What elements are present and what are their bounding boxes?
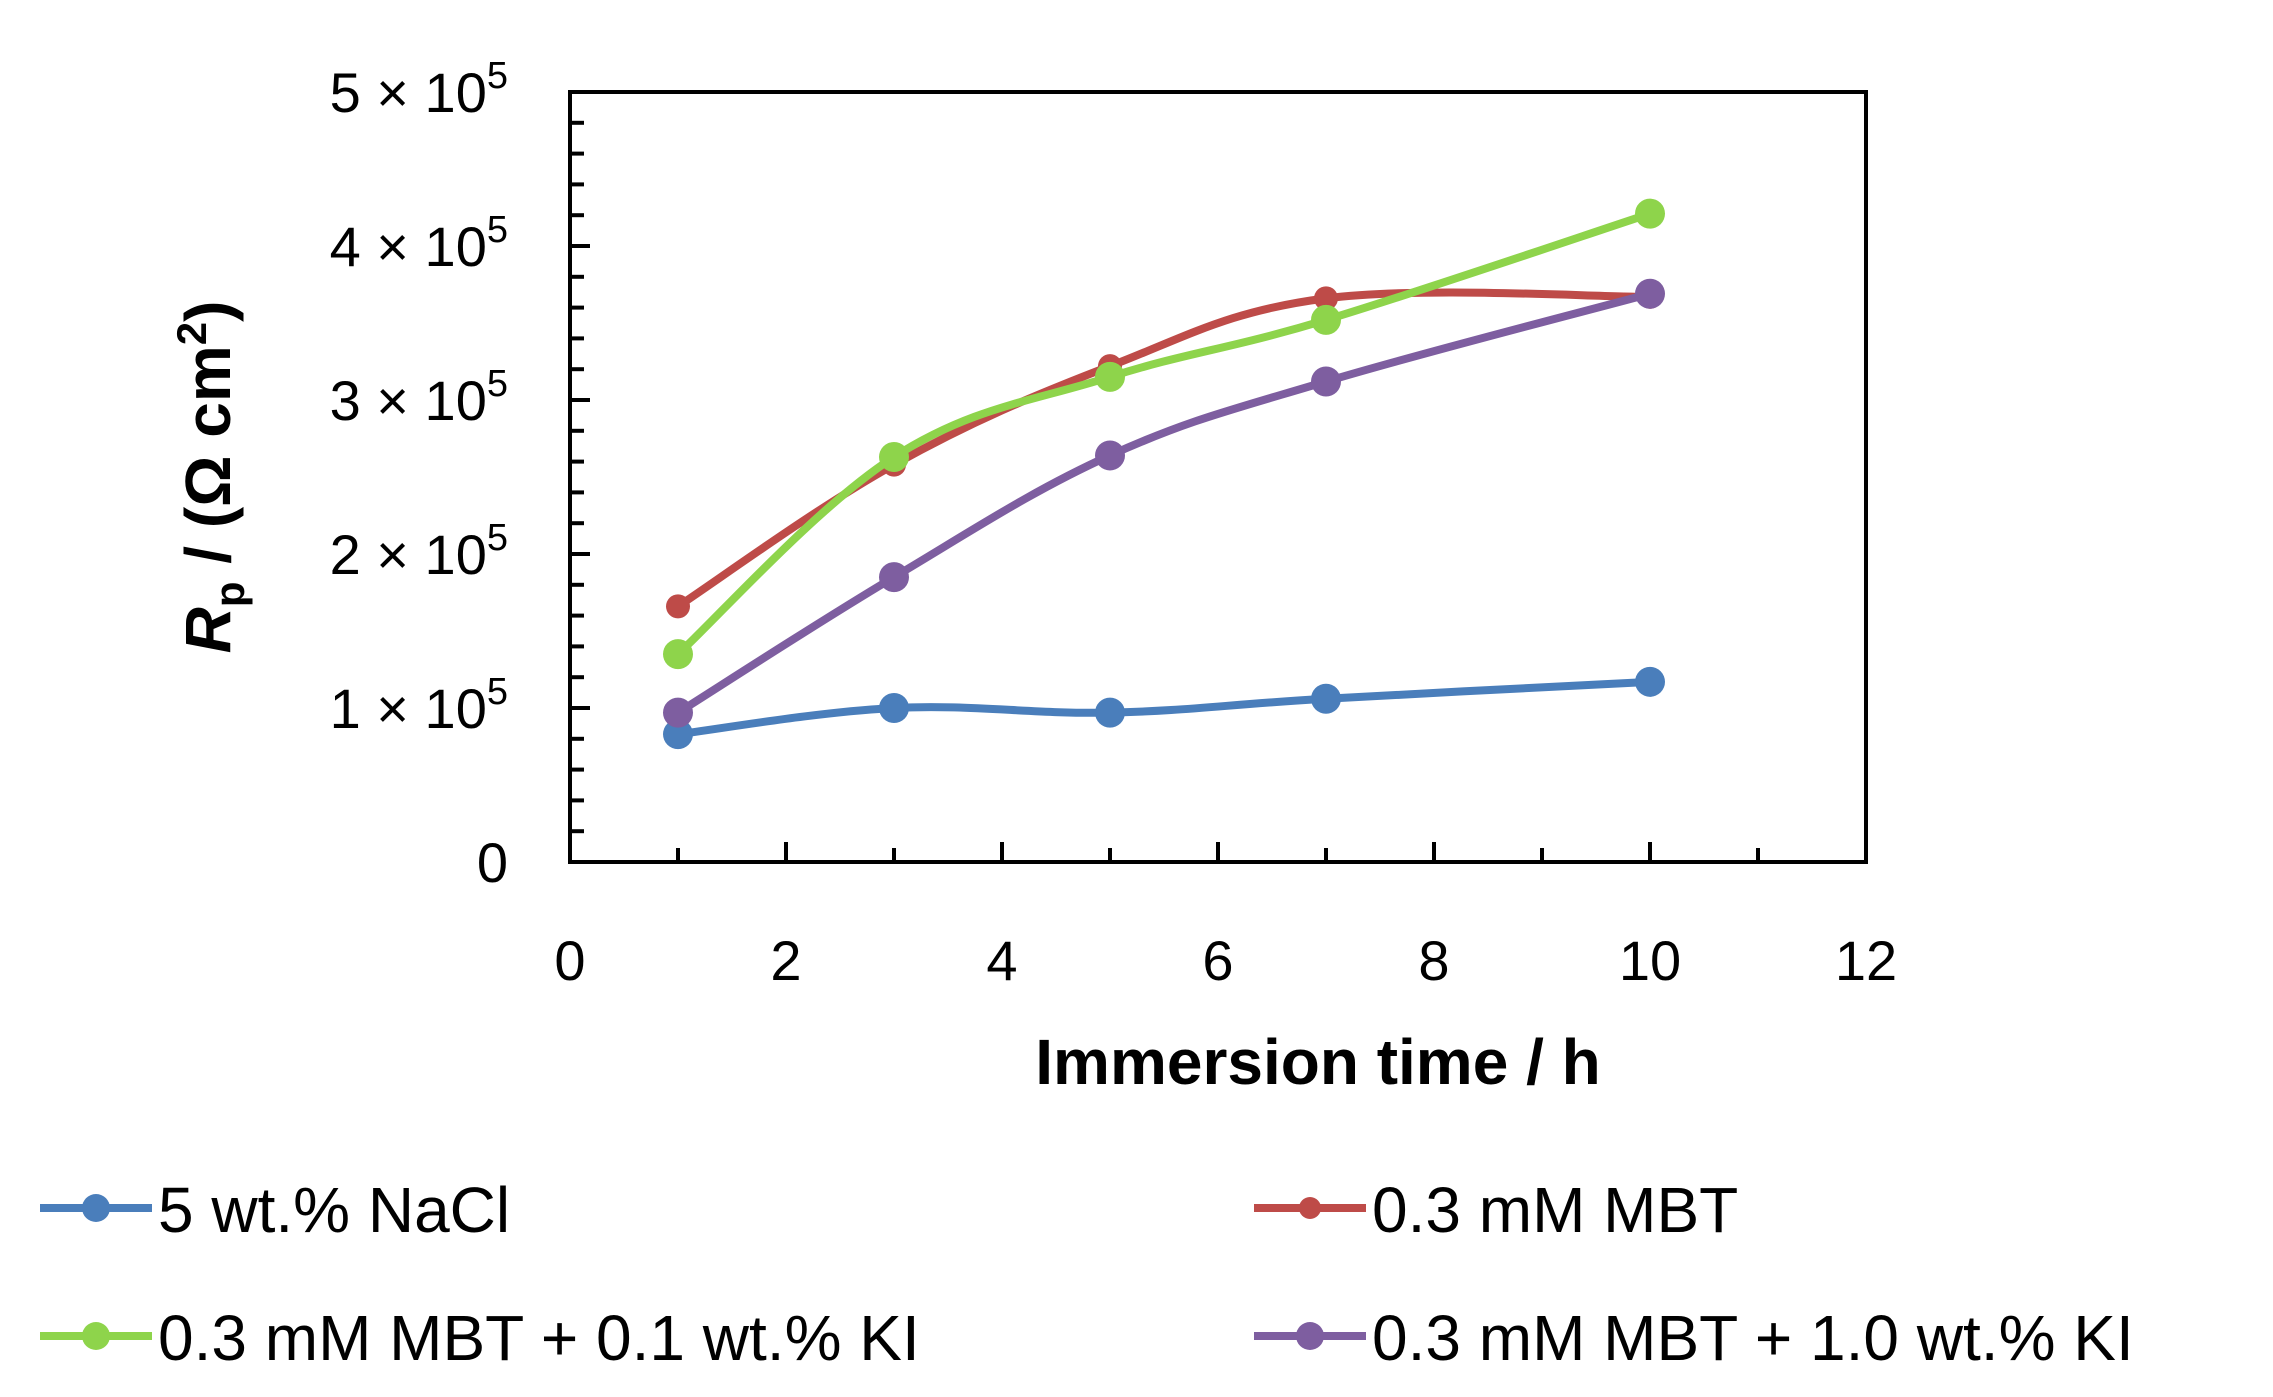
series-1-point	[879, 693, 909, 723]
series-2-point	[1314, 286, 1338, 311]
y-tick-label-exponent: 5	[487, 209, 508, 251]
series-1-point	[1311, 683, 1341, 714]
x-tick-label: 0	[554, 929, 585, 992]
legend-label-3: 0.3 mM MBT + 0.1 wt.% KI	[158, 1302, 920, 1374]
y-axis-title-sub: p	[206, 582, 253, 608]
plot-area	[568, 90, 1868, 864]
legend-marker-3	[82, 1322, 110, 1350]
y-axis-title: Rp / (Ω cm2)	[168, 301, 253, 654]
x-tick-label: 10	[1619, 929, 1681, 992]
x-tick-label: 2	[770, 929, 801, 992]
y-tick-label: 2 × 105	[330, 517, 508, 586]
series-1-point	[1095, 697, 1125, 728]
series-3-point	[1311, 304, 1341, 335]
y-tick-label-mantissa: 1 × 10	[330, 677, 487, 740]
y-tick-label-mantissa: 3 × 10	[330, 369, 487, 432]
series-3-point	[879, 441, 909, 472]
y-tick-label-exponent: 5	[487, 671, 508, 713]
series-1-point	[1635, 666, 1665, 697]
y-axis-title-var: R	[172, 607, 244, 653]
x-tick-label: 6	[1202, 929, 1233, 992]
x-tick-label: 12	[1835, 929, 1897, 992]
legend-label-2: 0.3 mM MBT	[1372, 1174, 1738, 1246]
series-1-point	[663, 719, 693, 750]
series-3-point	[1095, 361, 1125, 392]
y-tick-label: 3 × 105	[330, 363, 508, 432]
y-tick-label-mantissa: 5 × 10	[330, 61, 487, 124]
series-group	[663, 198, 1665, 750]
series-4-point	[663, 697, 693, 728]
legend-marker-1	[82, 1194, 110, 1222]
legend-marker-4	[1296, 1322, 1324, 1350]
x-tick-label: 4	[986, 929, 1017, 992]
y-tick-label-mantissa: 2 × 10	[330, 523, 487, 586]
series-4-point	[879, 562, 909, 593]
y-tick-label: 5 × 105	[330, 55, 508, 124]
series-4-point	[1095, 440, 1125, 471]
y-tick-label: 0	[477, 831, 508, 894]
x-axis-tick-labels: 0 2 4 6 8 10 12	[554, 929, 1897, 992]
y-axis-title-rest: / (Ω cm	[172, 345, 244, 581]
series-3-point	[1635, 198, 1665, 229]
y-tick-label-exponent: 5	[487, 55, 508, 97]
y-tick-label-mantissa: 0	[477, 831, 508, 894]
series-line-1	[674, 677, 1654, 739]
x-axis-ticks	[568, 842, 1868, 862]
series-4-point	[1635, 278, 1665, 309]
y-tick-label-exponent: 5	[487, 517, 508, 559]
x-axis-title: Immersion time / h	[1035, 1026, 1600, 1098]
x-tick-label: 8	[1418, 929, 1449, 992]
series-3-point	[663, 639, 693, 670]
legend-label-4: 0.3 mM MBT + 1.0 wt.% KI	[1372, 1302, 2134, 1374]
legend: 5 wt.% NaCl 0.3 mM MBT 0.3 mM MBT + 0.1 wt…	[40, 1174, 2134, 1374]
series-2-point	[666, 594, 690, 619]
y-tick-label: 4 × 105	[330, 209, 508, 278]
y-axis-title-sup: 2	[168, 322, 215, 345]
y-axis-title-close: )	[172, 301, 244, 322]
legend-label-1: 5 wt.% NaCl	[158, 1174, 510, 1246]
y-tick-label-exponent: 5	[487, 363, 508, 405]
legend-marker-2	[1299, 1197, 1321, 1219]
y-tick-label-mantissa: 4 × 10	[330, 215, 487, 278]
y-axis-ticks	[570, 90, 590, 864]
y-tick-label: 1 × 105	[330, 671, 508, 740]
series-4-point	[1311, 366, 1341, 397]
